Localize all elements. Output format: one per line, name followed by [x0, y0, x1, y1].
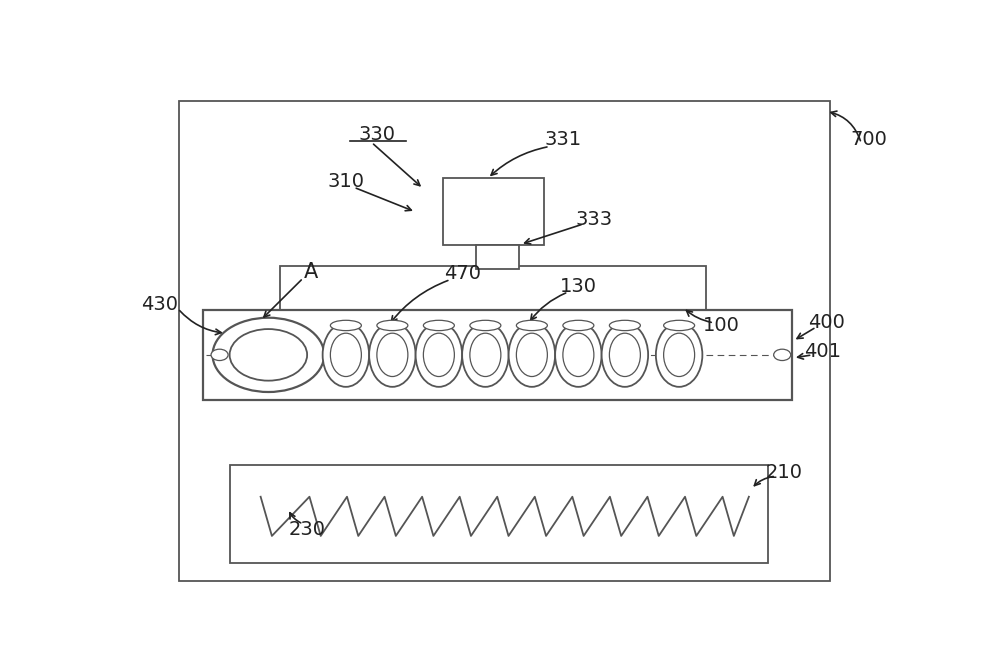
Circle shape [213, 318, 324, 392]
Ellipse shape [470, 333, 501, 377]
Ellipse shape [369, 323, 416, 387]
Bar [443, 178, 544, 245]
Text: 401: 401 [804, 342, 841, 360]
Ellipse shape [462, 323, 509, 387]
Bar [179, 101, 830, 581]
Text: 400: 400 [808, 314, 845, 332]
Ellipse shape [509, 323, 555, 387]
Text: 210: 210 [765, 463, 802, 482]
Ellipse shape [330, 333, 361, 377]
Text: 230: 230 [289, 520, 326, 539]
Ellipse shape [656, 323, 702, 387]
Text: 700: 700 [851, 130, 887, 149]
Circle shape [774, 349, 791, 360]
Ellipse shape [377, 320, 408, 330]
Ellipse shape [516, 320, 547, 330]
Ellipse shape [330, 320, 361, 330]
Bar [230, 465, 768, 563]
Ellipse shape [563, 320, 594, 330]
Ellipse shape [664, 333, 695, 377]
Ellipse shape [609, 333, 640, 377]
Text: 130: 130 [560, 277, 597, 296]
Ellipse shape [423, 333, 454, 377]
Ellipse shape [664, 320, 695, 330]
Ellipse shape [609, 320, 640, 330]
Ellipse shape [602, 323, 648, 387]
Ellipse shape [423, 320, 454, 330]
Text: A: A [304, 263, 318, 282]
Text: 430: 430 [141, 295, 178, 314]
Text: 333: 333 [575, 210, 612, 229]
Ellipse shape [323, 323, 369, 387]
Text: 470: 470 [444, 265, 481, 283]
Bar [476, 245, 519, 269]
Text: 330: 330 [358, 125, 395, 144]
Text: 100: 100 [703, 316, 740, 335]
Ellipse shape [377, 333, 408, 377]
Circle shape [230, 329, 307, 381]
Ellipse shape [516, 333, 547, 377]
Circle shape [211, 349, 228, 360]
Ellipse shape [416, 323, 462, 387]
Text: 310: 310 [327, 172, 364, 190]
Text: 331: 331 [544, 130, 581, 149]
Bar [202, 310, 792, 400]
Ellipse shape [555, 323, 602, 387]
Ellipse shape [470, 320, 501, 330]
Ellipse shape [563, 333, 594, 377]
Bar [280, 266, 706, 312]
